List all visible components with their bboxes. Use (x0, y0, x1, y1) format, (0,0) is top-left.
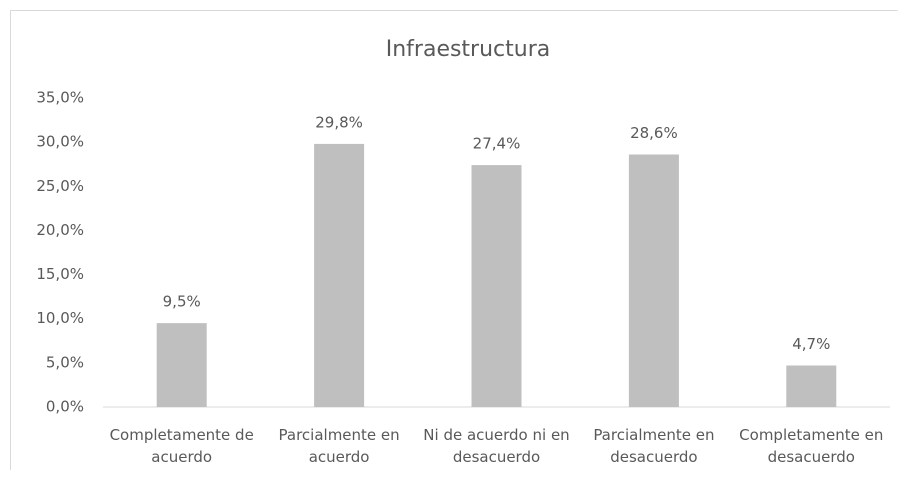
bar (471, 165, 522, 407)
data-label: 9,5% (163, 293, 201, 311)
bar (628, 154, 679, 407)
x-tick-label: Ni de acuerdo ni en desacuerdo (423, 426, 570, 466)
y-tick-label: 15,0% (36, 265, 84, 283)
y-tick-label: 35,0% (36, 89, 84, 107)
x-tick-label: Completamente en desacuerdo (739, 426, 884, 466)
x-tick-label: Parcialmente en desacuerdo (593, 426, 715, 466)
y-tick-label: 25,0% (36, 177, 84, 195)
bar (314, 143, 365, 407)
x-tick-label: Completamente de acuerdo (109, 426, 254, 466)
y-tick-label: 0,0% (46, 398, 84, 416)
data-label: 28,6% (630, 124, 678, 142)
bar (786, 365, 837, 407)
chart-title: Infraestructura (386, 37, 551, 62)
chart-border (10, 10, 898, 470)
data-label: 4,7% (792, 335, 830, 353)
data-label: 27,4% (473, 135, 521, 153)
y-tick-label: 30,0% (36, 133, 84, 151)
y-tick-label: 5,0% (46, 353, 84, 371)
x-tick-label: Parcialmente en acuerdo (278, 426, 400, 466)
y-tick-label: 10,0% (36, 309, 84, 327)
bar (156, 323, 207, 407)
data-label: 29,8% (315, 113, 363, 131)
y-tick-label: 20,0% (36, 221, 84, 239)
